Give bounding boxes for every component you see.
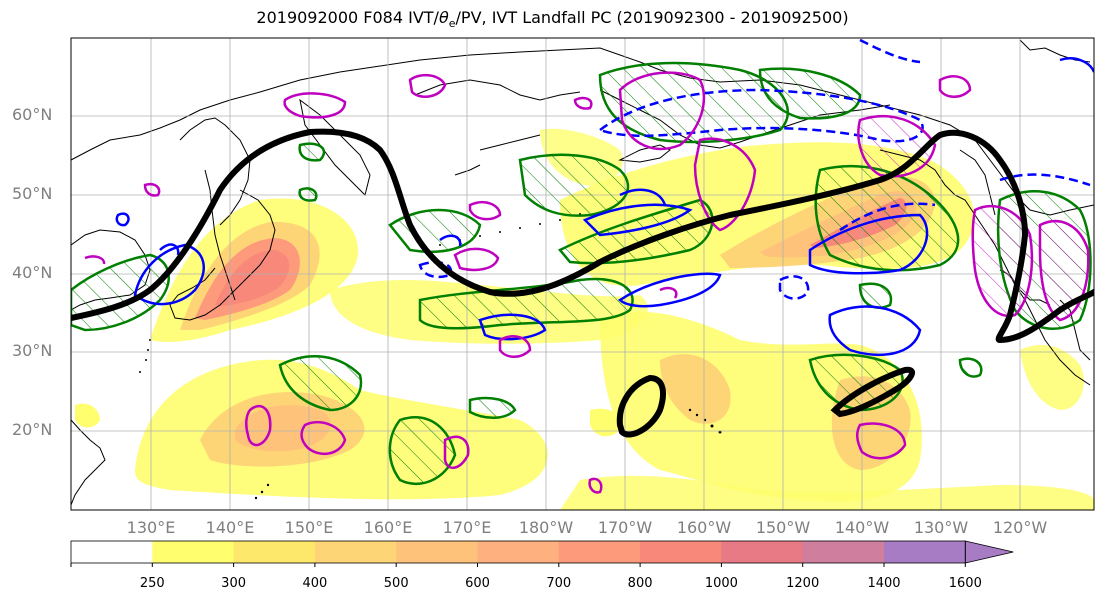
colorbar-segment	[233, 541, 316, 563]
colorbar-extend-arrow	[964, 540, 1014, 564]
theta-symbol: θ	[438, 8, 449, 27]
figure-title: 2019092000 F084 IVT/θe/PV, IVT Landfall …	[256, 8, 849, 31]
lon-label-150e: 150°E	[284, 518, 334, 537]
colorbar-label: 1000	[704, 576, 738, 591]
colorbar-label: 600	[465, 576, 490, 591]
colorbar-label: 400	[302, 576, 328, 591]
colorbar-segment	[802, 541, 885, 563]
lon-label-130e: 130°E	[126, 518, 176, 537]
lat-label-20n: 20°N	[12, 420, 53, 439]
colorbar-segment	[558, 541, 641, 563]
colorbar-segment	[640, 541, 722, 563]
colorbar-segment	[477, 541, 560, 563]
lat-label-60n: 60°N	[12, 105, 53, 124]
colorbar-segment	[152, 541, 235, 563]
colorbar-label: 1200	[786, 576, 820, 591]
blue-contours	[115, 57, 1094, 357]
lon-label-170w: 170°W	[597, 518, 653, 537]
colorbar-segment	[884, 541, 966, 563]
plot-area	[71, 38, 1094, 510]
colorbar-segment	[721, 541, 804, 563]
lon-label-170e: 170°E	[442, 518, 492, 537]
colorbar	[70, 540, 1014, 567]
lat-label-40n: 40°N	[12, 263, 53, 282]
lon-label-120w: 120°W	[992, 518, 1048, 537]
lon-label-160e: 160°E	[363, 518, 413, 537]
lon-label-140w: 140°W	[834, 518, 890, 537]
colorbar-segment	[71, 541, 153, 563]
theta-subscript: e	[448, 17, 456, 31]
colorbar-segment	[314, 541, 397, 563]
colorbar-label: 500	[383, 576, 409, 591]
colorbar-label: 1400	[867, 576, 901, 591]
lon-label-130w: 130°W	[913, 518, 969, 537]
lon-label-160w: 160°W	[676, 518, 732, 537]
colorbar-label: 1600	[948, 576, 982, 591]
colorbar-label: 250	[139, 576, 165, 591]
plot-frame	[70, 37, 1095, 511]
lon-label-150w: 150°W	[755, 518, 811, 537]
colorbar-label: 800	[627, 576, 653, 591]
lat-label-50n: 50°N	[12, 184, 53, 203]
colorbar-label: 300	[221, 576, 247, 591]
colorbar-outline	[70, 540, 966, 564]
black-pc-contours	[71, 128, 1094, 438]
colorbar-label: 700	[546, 576, 572, 591]
lon-label-180w: 180°W	[518, 518, 574, 537]
lon-label-140e: 140°E	[205, 518, 255, 537]
lat-label-30n: 30°N	[12, 341, 53, 360]
colorbar-segment	[396, 541, 478, 563]
